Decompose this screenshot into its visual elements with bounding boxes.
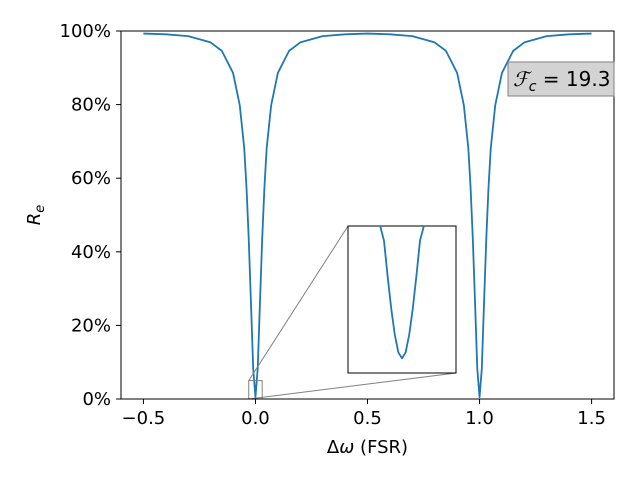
y-tick-label: 80%: [71, 95, 111, 116]
inset-frame: [347, 225, 457, 374]
finesse-annotation: ℱc = 19.3: [507, 61, 615, 97]
x-axis-label: Δω (FSR): [327, 437, 408, 458]
plot-area: [143, 32, 592, 399]
inset-connector-line: [248, 225, 349, 381]
y-tick-label: 60%: [71, 168, 111, 189]
y-tick-label: 20%: [71, 315, 111, 336]
x-tick-label: 1.0: [465, 408, 494, 429]
x-tick-label: −0.5: [122, 408, 166, 429]
x-tick-label: 0.5: [353, 408, 382, 429]
series-line-0: [143, 32, 592, 399]
y-tick-label: 0%: [82, 389, 111, 410]
x-tick-label: 1.5: [577, 408, 606, 429]
inset-connector-line: [248, 372, 457, 400]
x-tick-label: 0.0: [241, 408, 270, 429]
y-axis-label: Re: [24, 205, 48, 226]
axes: −0.5 0.0 0.5 1.0 1.5 0% 20% 40% 60% 80% 100% Δω (FS…: [24, 21, 615, 458]
y-tick-label: 100%: [60, 21, 111, 42]
annotation-text: ℱc = 19.3: [513, 67, 610, 95]
inset-zoom: [248, 225, 457, 400]
inset-series-line: [379, 226, 425, 360]
annotation-box: [507, 61, 615, 97]
y-tick-label: 40%: [71, 242, 111, 263]
